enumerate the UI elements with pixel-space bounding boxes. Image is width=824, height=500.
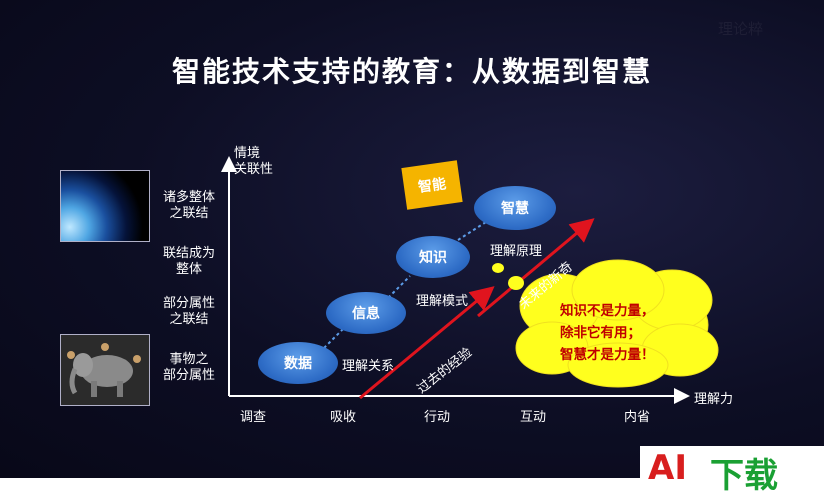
future-arrow [477, 218, 595, 318]
node-information: 信息 [326, 292, 406, 334]
y-level-4: 事物之 部分属性 [162, 352, 215, 383]
label-understand-patterns: 理解模式 [416, 294, 469, 309]
intelligence-box: 智能 [401, 160, 463, 210]
y-level-1: 诸多整体 之联结 [162, 190, 215, 221]
quote-cloud [515, 259, 719, 388]
label-understand-principles: 理解原理 [490, 244, 543, 259]
x-axis-title: 理解力 [694, 392, 734, 407]
past-arrow [359, 286, 495, 400]
x-level-3: 行动 [424, 410, 451, 425]
cloud-quote: 知识不是力量， 除非它有用； 智慧才是力量！ [560, 303, 655, 363]
y-axis-title: 情境 关联性 [234, 146, 274, 177]
x-level-1: 调查 [240, 410, 267, 425]
x-level-5: 内省 [624, 410, 651, 425]
x-level-4: 互动 [520, 410, 547, 425]
logo-ai-text: AI [648, 448, 687, 488]
elephant-icon [67, 343, 141, 397]
ai-download-logo: AI 下载 [640, 446, 824, 500]
y-level-3: 部分属性 之联结 [162, 296, 215, 327]
axes-layer [221, 156, 719, 404]
earth-image [60, 170, 150, 242]
slide-title: 智能技术支持的教育：从数据到智慧 [171, 55, 652, 88]
logo-download-text: 下载 [710, 456, 778, 496]
slide: 理论粹 智能技术支持的教育：从数据到智慧 [0, 0, 824, 478]
blind-men-elephant-image [60, 334, 150, 406]
node-data: 数据 [258, 342, 338, 384]
label-understand-relations: 理解关系 [342, 359, 395, 374]
x-level-2: 吸收 [330, 410, 357, 425]
watermark-top: 理论粹 [718, 20, 764, 38]
node-knowledge: 知识 [396, 236, 470, 278]
bottom-strip [0, 478, 824, 500]
node-wisdom: 智慧 [474, 186, 556, 230]
y-level-2: 联结成为 整体 [162, 246, 215, 277]
